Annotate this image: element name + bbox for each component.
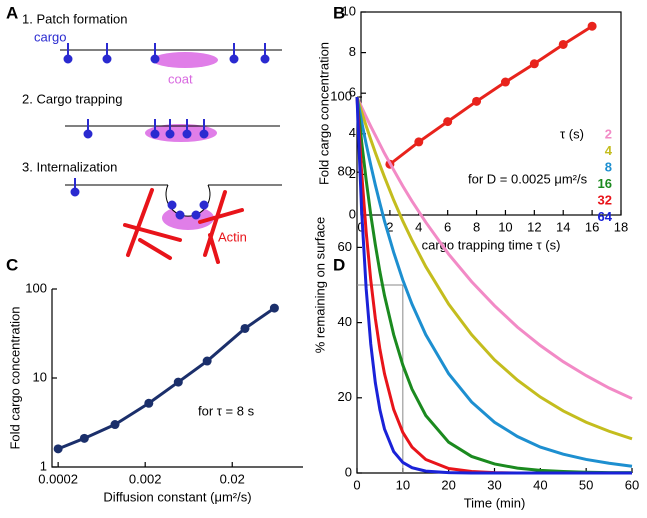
cargo-pins	[83, 119, 209, 139]
y-tick-label: 20	[338, 389, 352, 404]
x-tick-label: 10	[396, 477, 410, 492]
y-tick-label: 60	[338, 239, 352, 254]
data-point	[202, 356, 212, 366]
data-point	[443, 117, 453, 127]
x-axis-label: Time (min)	[464, 495, 526, 510]
step-label: 3. Internalization	[22, 159, 117, 174]
step-label: 1. Patch formation	[22, 11, 128, 26]
data-point	[144, 398, 154, 408]
legend-entry: 4	[605, 143, 613, 158]
y-tick-label: 80	[338, 164, 352, 179]
x-axis-label: Diffusion constant (μm²/s)	[103, 489, 251, 504]
x-tick-label: 8	[473, 219, 480, 234]
x-tick-label: 0.02	[220, 471, 245, 486]
diagram: 1. Patch formation cargo coat 2. Cargo t…	[22, 11, 282, 264]
legend-entry: 2	[605, 126, 612, 141]
legend-entry: 8	[605, 159, 612, 174]
x-tick-label: 6	[444, 219, 451, 234]
cargo-pins	[70, 178, 209, 220]
series-line	[355, 96, 633, 400]
step-label: 2. Cargo trapping	[22, 91, 122, 106]
x-tick-label: 50	[579, 477, 593, 492]
x-tick-label: 10	[498, 219, 512, 234]
legend-title: τ (s)	[560, 126, 584, 141]
x-tick-label: 0	[357, 219, 364, 234]
data-point	[529, 59, 539, 69]
x-tick-label: 30	[487, 477, 501, 492]
legend-entry: 16	[598, 176, 612, 191]
panel-label: A	[6, 3, 18, 22]
actin	[123, 188, 244, 264]
actin-label: Actin	[218, 229, 247, 244]
series-line	[355, 96, 633, 441]
y-tick-label: 4	[349, 125, 356, 140]
x-tick-label: 14	[556, 219, 570, 234]
x-tick-label: 0.0002	[38, 471, 78, 486]
panel-label: C	[6, 255, 18, 274]
y-tick-label: 10	[342, 3, 356, 18]
coat	[152, 52, 218, 68]
y-tick-label: 1	[40, 458, 47, 473]
data-point	[110, 420, 120, 430]
data-point	[472, 96, 482, 106]
x-tick-label: 0.002	[129, 471, 162, 486]
y-tick-label: 10	[33, 369, 47, 384]
coat-label: coat	[168, 71, 193, 86]
data-point	[500, 77, 510, 87]
y-axis-label: Fold cargo concentration	[7, 306, 22, 449]
annotation: for D = 0.0025 μm²/s	[468, 171, 588, 186]
annotation: for τ = 8 s	[198, 403, 255, 418]
data-point	[79, 433, 89, 443]
legend-entry: 64	[598, 209, 613, 224]
y-tick-label: 2	[349, 166, 356, 181]
y-tick-label: 8	[349, 44, 356, 59]
cargo-pins	[63, 43, 270, 64]
series-line	[355, 96, 633, 468]
y-axis-label: % remaining on surface	[312, 217, 327, 354]
y-tick-label: 0	[349, 206, 356, 221]
y-tick-label: 6	[349, 85, 356, 100]
x-tick-label: 4	[415, 219, 422, 234]
x-tick-label: 2	[386, 219, 393, 234]
x-tick-label: 18	[614, 219, 628, 234]
x-tick-label: 20	[441, 477, 455, 492]
data-point	[53, 444, 63, 454]
x-axis-label: cargo trapping time τ (s)	[422, 237, 561, 252]
x-tick-label: 60	[625, 477, 639, 492]
data-point	[414, 137, 424, 147]
pit	[165, 184, 211, 217]
coat	[145, 124, 217, 142]
data-point	[269, 303, 279, 313]
data-point	[558, 39, 568, 49]
data-point	[587, 21, 597, 31]
x-tick-label: 40	[533, 477, 547, 492]
y-tick-label: 100	[330, 88, 352, 103]
y-tick-label: 0	[345, 464, 352, 479]
data-point	[240, 323, 250, 333]
legend-entry: 32	[598, 192, 612, 207]
series-line	[388, 24, 593, 166]
x-tick-label: 12	[527, 219, 541, 234]
panel-label: D	[333, 255, 345, 274]
y-tick-label: 100	[25, 280, 47, 295]
y-tick-label: 40	[338, 314, 352, 329]
series-line	[57, 306, 276, 451]
x-tick-label: 0	[353, 477, 360, 492]
panel-label: B	[333, 3, 345, 22]
cargo-label: cargo	[34, 29, 67, 44]
y-axis-label: Fold cargo concentration	[316, 42, 331, 185]
data-point	[173, 377, 183, 387]
series-line	[355, 96, 632, 475]
series-line	[355, 96, 632, 475]
x-tick-label: 16	[585, 219, 599, 234]
